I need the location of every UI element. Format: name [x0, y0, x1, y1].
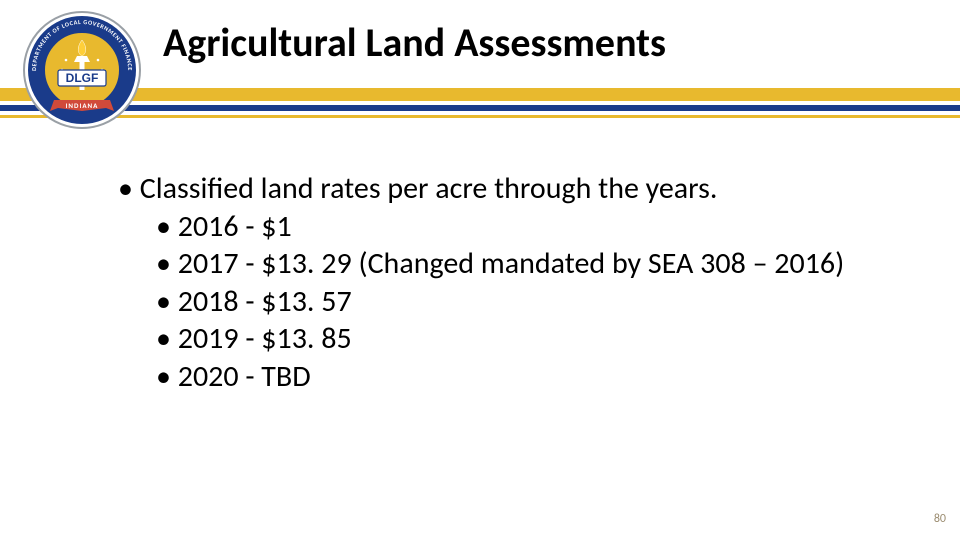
page-number: 80: [934, 512, 946, 526]
main-bullet: Classified land rates per acre through t…: [118, 170, 918, 395]
sub-bullet-2018: 2018 - $13. 57: [156, 283, 918, 321]
stripe-gold-thick: [0, 88, 960, 101]
seal-svg: DEPARTMENT OF LOCAL GOVERNMENT FINANCE D…: [22, 10, 142, 130]
bullet-level-2: 2016 - $1 2017 - $13. 29 (Changed mandat…: [156, 208, 918, 396]
ribbon-text: INDIANA: [66, 101, 99, 110]
agency-seal: DEPARTMENT OF LOCAL GOVERNMENT FINANCE D…: [22, 10, 142, 130]
bullet-level-1: Classified land rates per acre through t…: [118, 170, 918, 395]
sub-bullet-2016: 2016 - $1: [156, 208, 918, 246]
sub-bullet-2017: 2017 - $13. 29 (Changed mandated by SEA …: [156, 245, 918, 283]
header-stripes: [0, 88, 960, 118]
slide: DEPARTMENT OF LOCAL GOVERNMENT FINANCE D…: [0, 0, 960, 540]
seal-acronym: DLGF: [66, 71, 99, 85]
page-title: Agricultural Land Assessments: [163, 18, 666, 67]
content-area: Classified land rates per acre through t…: [118, 170, 918, 395]
sub-bullet-2019: 2019 - $13. 85: [156, 320, 918, 358]
main-bullet-text: Classified land rates per acre through t…: [140, 170, 718, 207]
stripe-gold-thin: [0, 115, 960, 118]
sub-bullet-2020: 2020 - TBD: [156, 358, 918, 396]
